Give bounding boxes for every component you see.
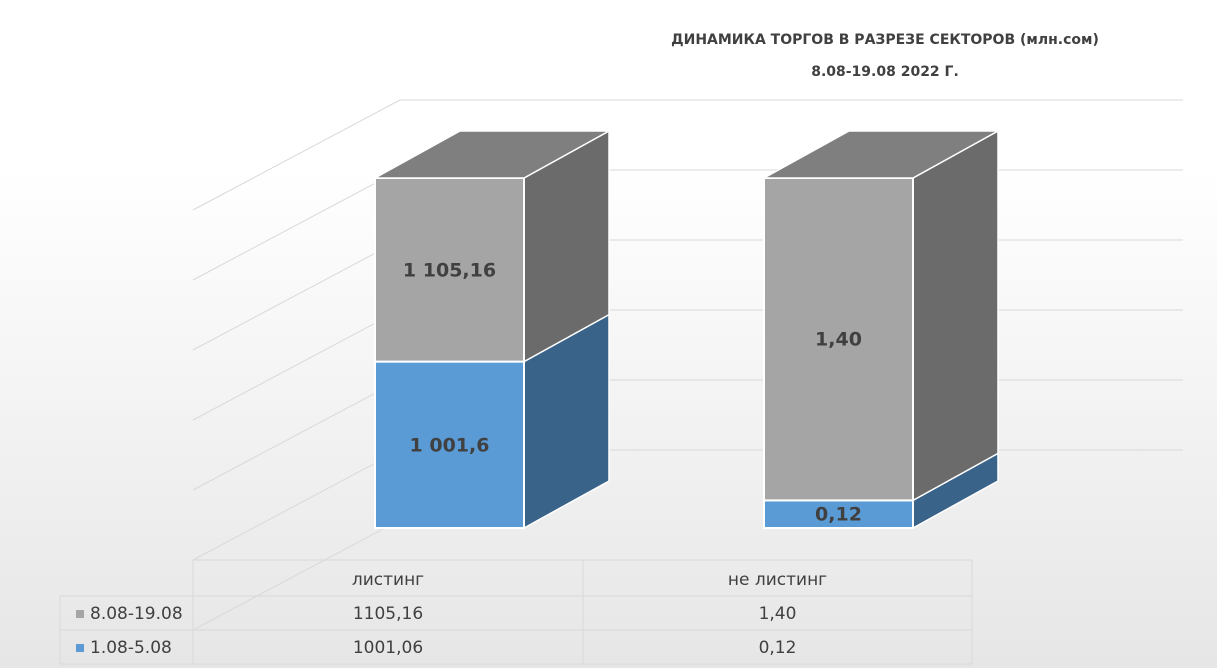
- wall-line: [192, 449, 401, 561]
- chart-title: ДИНАМИКА ТОРГОВ В РАЗРЕЗЕ СЕКТОРОВ (млн.…: [671, 32, 1099, 48]
- wall-line: [192, 99, 401, 211]
- bar-side: [912, 129, 999, 502]
- data-table: листинг не листинг 8.08-19.08 1105,16 1,40 1.…: [59, 559, 973, 665]
- table-cell: 1105,16: [353, 604, 423, 624]
- bar: [763, 177, 914, 502]
- data-label: 1 105,16: [403, 259, 496, 281]
- legend-swatch: [76, 610, 84, 618]
- bar: [374, 360, 525, 529]
- column-header: не листинг: [728, 570, 827, 590]
- data-label: 1,40: [815, 329, 862, 351]
- chart-subtitle: 8.08-19.08 2022 Г.: [811, 64, 959, 80]
- legend-swatch: [76, 644, 84, 652]
- table-cell: 1,40: [759, 604, 797, 624]
- bar-top: [374, 130, 610, 179]
- bar: [763, 499, 914, 529]
- wall-line: [192, 379, 401, 491]
- wall-line: [192, 309, 401, 421]
- bars: 1 001,6 1 105,16 0,12 1,40: [374, 129, 999, 530]
- legend-label: 8.08-19.08: [90, 604, 183, 624]
- data-label: 1 001,6: [410, 434, 490, 456]
- data-label: 0,12: [815, 504, 862, 526]
- column-header: листинг: [352, 570, 424, 590]
- table-cell: 1001,06: [353, 638, 423, 658]
- table-cell: 0,12: [759, 638, 797, 658]
- wall-line: [192, 169, 401, 281]
- wall-line: [192, 519, 401, 631]
- legend-label: 1.08-5.08: [90, 638, 172, 658]
- wall-line: [192, 239, 401, 351]
- bar: [374, 177, 525, 363]
- bar-top: [763, 130, 999, 179]
